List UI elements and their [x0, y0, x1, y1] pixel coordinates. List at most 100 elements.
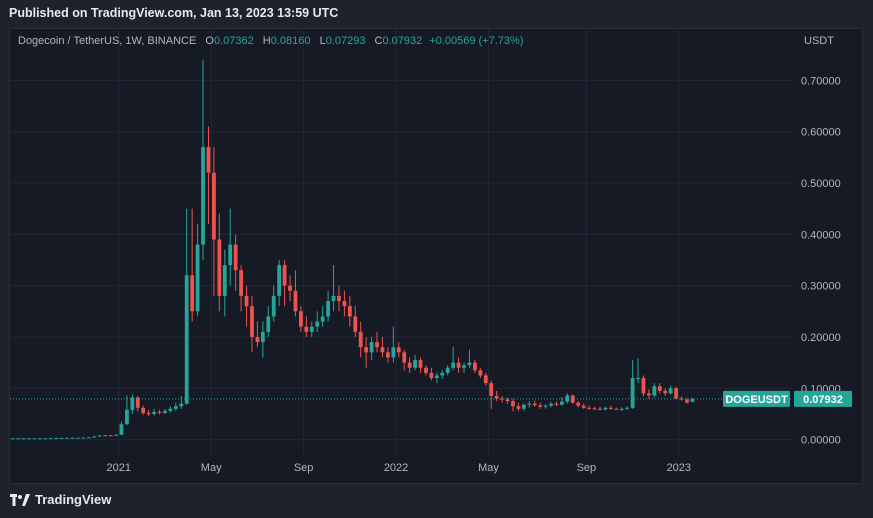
candle-body[interactable] [250, 306, 254, 337]
candle-body[interactable] [538, 405, 543, 407]
candle-body[interactable] [532, 403, 537, 406]
candle-body[interactable] [668, 388, 673, 394]
candle-body[interactable] [467, 362, 472, 366]
candle-body[interactable] [347, 306, 352, 317]
candle-body[interactable] [114, 434, 118, 436]
candle-body[interactable] [282, 265, 287, 286]
candle-body[interactable] [451, 362, 456, 368]
candle-body[interactable] [565, 395, 570, 402]
candle-body[interactable] [619, 408, 624, 410]
candle-body[interactable] [413, 360, 417, 368]
candle-body[interactable] [125, 409, 129, 425]
candle-body[interactable] [70, 437, 75, 439]
candle-body[interactable] [647, 393, 651, 396]
candle-body[interactable] [130, 397, 135, 410]
candle-body[interactable] [511, 401, 515, 407]
candle-body[interactable] [206, 147, 211, 173]
candle-body[interactable] [407, 362, 412, 368]
candle-body[interactable] [690, 398, 695, 402]
candle-body[interactable] [65, 437, 69, 439]
candle-body[interactable] [516, 406, 521, 409]
candle-body[interactable] [434, 375, 439, 379]
candle-body[interactable] [554, 403, 559, 405]
candle-body[interactable] [299, 311, 303, 327]
candle-body[interactable] [86, 437, 91, 439]
candle-body[interactable] [549, 403, 553, 406]
candle-body[interactable] [429, 372, 434, 379]
candle-body[interactable] [152, 411, 156, 414]
candle-body[interactable] [217, 239, 222, 296]
candle-body[interactable] [233, 244, 238, 271]
candle-body[interactable] [396, 347, 401, 353]
candle-body[interactable] [608, 407, 613, 409]
candle-body[interactable] [239, 270, 243, 296]
candle-body[interactable] [326, 301, 330, 317]
candle-body[interactable] [603, 407, 608, 410]
candle-body[interactable] [179, 403, 184, 407]
candle-body[interactable] [184, 275, 189, 404]
candle-body[interactable] [108, 435, 113, 437]
candle-body[interactable] [440, 372, 445, 376]
candle-body[interactable] [16, 438, 21, 440]
candle-body[interactable] [657, 386, 662, 391]
candle-body[interactable] [570, 395, 575, 403]
candle-body[interactable] [641, 378, 646, 394]
candle-body[interactable] [630, 378, 635, 408]
candle-body[interactable] [266, 316, 271, 332]
candle-body[interactable] [543, 405, 548, 407]
candle-body[interactable] [489, 383, 494, 396]
candle-body[interactable] [173, 406, 178, 409]
candle-body[interactable] [592, 408, 597, 410]
candle-body[interactable] [527, 403, 532, 405]
candle-body[interactable] [353, 316, 358, 332]
candle-body[interactable] [54, 438, 59, 440]
candle-body[interactable] [260, 331, 265, 343]
candle-body[interactable] [364, 347, 369, 353]
candle-body[interactable] [43, 438, 48, 440]
candle-body[interactable] [315, 321, 320, 327]
candle-body[interactable] [560, 401, 564, 405]
chart-frame[interactable] [9, 28, 863, 484]
candle-body[interactable] [21, 438, 26, 440]
candle-body[interactable] [386, 352, 390, 358]
candle-body[interactable] [598, 408, 602, 410]
candle-body[interactable] [581, 405, 586, 408]
candle-body[interactable] [391, 347, 396, 358]
candle-body[interactable] [255, 336, 260, 343]
candle-body[interactable] [375, 342, 379, 348]
candle-body[interactable] [369, 342, 374, 353]
candle-body[interactable] [679, 398, 684, 400]
candle-body[interactable] [505, 399, 510, 402]
candle-body[interactable] [576, 402, 581, 406]
candle-body[interactable] [212, 172, 216, 240]
candle-body[interactable] [157, 411, 162, 413]
candle-body[interactable] [32, 438, 37, 440]
candle-body[interactable] [309, 326, 314, 332]
candle-body[interactable] [358, 331, 363, 348]
candle-body[interactable] [304, 326, 309, 332]
candle-body[interactable] [277, 265, 282, 296]
candle-body[interactable] [521, 404, 526, 409]
candle-body[interactable] [674, 388, 678, 399]
candle-body[interactable] [685, 399, 689, 403]
candle-body[interactable] [195, 244, 200, 312]
candle-body[interactable] [418, 360, 423, 368]
candle-body[interactable] [614, 408, 619, 410]
candle-body[interactable] [652, 386, 657, 396]
candle-body[interactable] [494, 395, 499, 399]
tradingview-footer[interactable]: TradingView [10, 492, 111, 507]
candle-body[interactable] [244, 295, 249, 307]
candle-body[interactable] [119, 424, 124, 435]
candle-body[interactable] [222, 265, 227, 296]
candle-body[interactable] [462, 365, 466, 368]
candle-body[interactable] [228, 244, 233, 266]
candle-body[interactable] [38, 438, 42, 440]
candle-body[interactable] [27, 438, 31, 440]
candle-body[interactable] [636, 378, 640, 380]
candle-body[interactable] [380, 347, 385, 353]
candle-body[interactable] [97, 435, 102, 437]
candle-body[interactable] [103, 435, 108, 437]
candle-body[interactable] [288, 285, 292, 291]
candle-body[interactable] [331, 295, 336, 302]
candle-body[interactable] [483, 375, 488, 384]
